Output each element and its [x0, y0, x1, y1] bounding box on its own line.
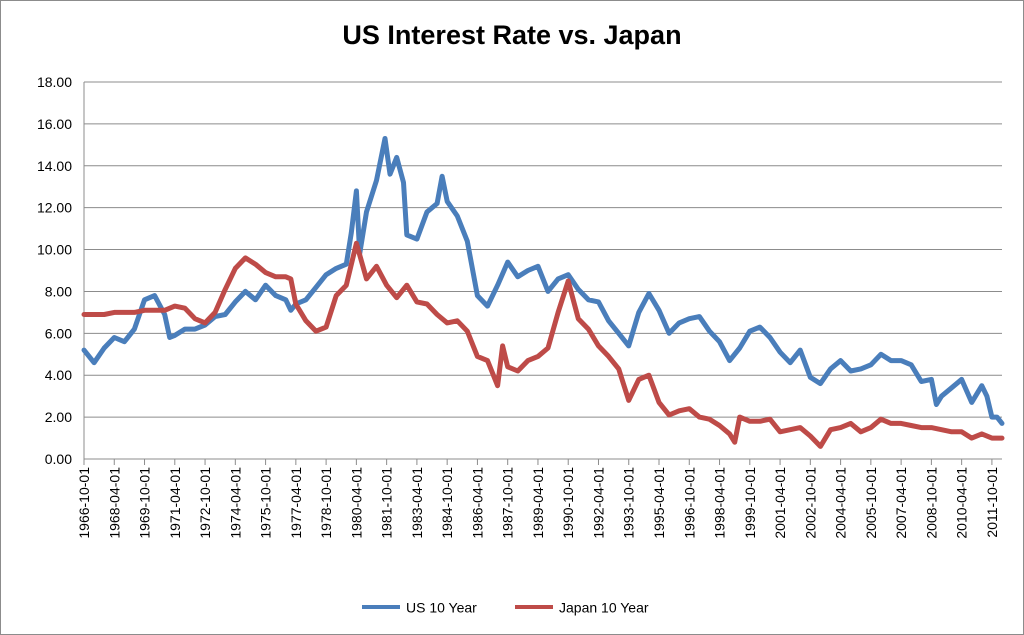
- legend-swatch-us: [362, 605, 400, 610]
- x-tick-label: 2011-10-01: [984, 467, 1000, 538]
- x-tick-label: 1974-04-01: [227, 467, 243, 539]
- y-tick-label: 8.00: [45, 283, 72, 299]
- x-tick-label: 1981-10-01: [379, 467, 395, 539]
- x-tick-label: 1984-10-01: [439, 467, 455, 539]
- x-tick-label: 1968-04-01: [106, 467, 122, 539]
- y-tick-label: 4.00: [45, 367, 72, 383]
- legend-label-us: US 10 Year: [406, 599, 477, 616]
- y-tick-label: 6.00: [45, 325, 72, 341]
- legend-item-japan-10-year: Japan 10 Year: [515, 596, 649, 616]
- x-tick-label: 2007-04-01: [893, 467, 909, 539]
- series-lines: [81, 136, 1005, 449]
- x-tick-labels: 1966-10-01 1968-04-01 1969-10-01 1971-04-01…: [76, 467, 1000, 539]
- x-tick-label: 2001-04-01: [772, 467, 788, 539]
- x-tick-label: 1998-04-01: [712, 467, 728, 539]
- x-tick-label: 2005-10-01: [863, 467, 879, 539]
- x-tick-label: 1999-10-01: [742, 467, 758, 539]
- legend: US 10 Year Japan 10 Year: [0, 596, 1024, 616]
- x-tick-label: 1966-10-01: [76, 467, 92, 539]
- legend-item-us-10-year: US 10 Year: [362, 596, 477, 616]
- x-tick-label: 1978-10-01: [318, 467, 334, 539]
- x-tick-label: 1975-10-01: [258, 467, 274, 539]
- chart-title: US Interest Rate vs. Japan: [342, 20, 682, 50]
- y-tick-label: 10.00: [37, 242, 72, 258]
- y-tick-label: 18.00: [37, 74, 72, 90]
- y-tick-labels: 0.00 2.00 4.00 6.00 8.00 10.00 12.00 14.00 16.00…: [37, 74, 72, 467]
- gridlines: [84, 81, 1002, 460]
- x-tick-label: 1986-04-01: [469, 467, 485, 539]
- x-tick-label: 1980-04-01: [348, 467, 364, 539]
- x-tick-label: 2004-04-01: [833, 467, 849, 539]
- x-tick-label: 1995-04-01: [651, 467, 667, 539]
- x-tick-label: 1971-04-01: [167, 467, 183, 539]
- y-tick-label: 2.00: [45, 409, 72, 425]
- x-tick-label: 1993-10-01: [621, 467, 637, 539]
- x-tick-label: 1977-04-01: [288, 467, 304, 539]
- us-10-year-line: [81, 136, 1005, 426]
- japan-10-year-line: [81, 240, 1005, 449]
- legend-swatch-japan: [515, 605, 553, 610]
- x-tick-label: 2002-10-01: [802, 467, 818, 539]
- x-tick-label: 1989-04-01: [530, 467, 546, 539]
- x-tick-label: 1990-10-01: [560, 467, 576, 539]
- x-tick-label: 1996-10-01: [681, 467, 697, 539]
- x-tick-label: 1992-04-01: [590, 467, 606, 539]
- x-tick-label: 2010-04-01: [954, 467, 970, 539]
- y-tick-label: 12.00: [37, 200, 72, 216]
- x-tick-label: 1983-04-01: [409, 467, 425, 539]
- x-tick-label: 1987-10-01: [500, 467, 516, 539]
- x-tick-label: 2008-10-01: [923, 467, 939, 539]
- x-tick-label: 1969-10-01: [137, 467, 153, 539]
- x-tick-label: 1972-10-01: [197, 467, 213, 539]
- axes: [83, 82, 1002, 465]
- y-tick-label: 0.00: [45, 451, 72, 467]
- legend-label-japan: Japan 10 Year: [559, 599, 649, 616]
- y-tick-label: 14.00: [37, 158, 72, 174]
- y-tick-label: 16.00: [37, 116, 72, 132]
